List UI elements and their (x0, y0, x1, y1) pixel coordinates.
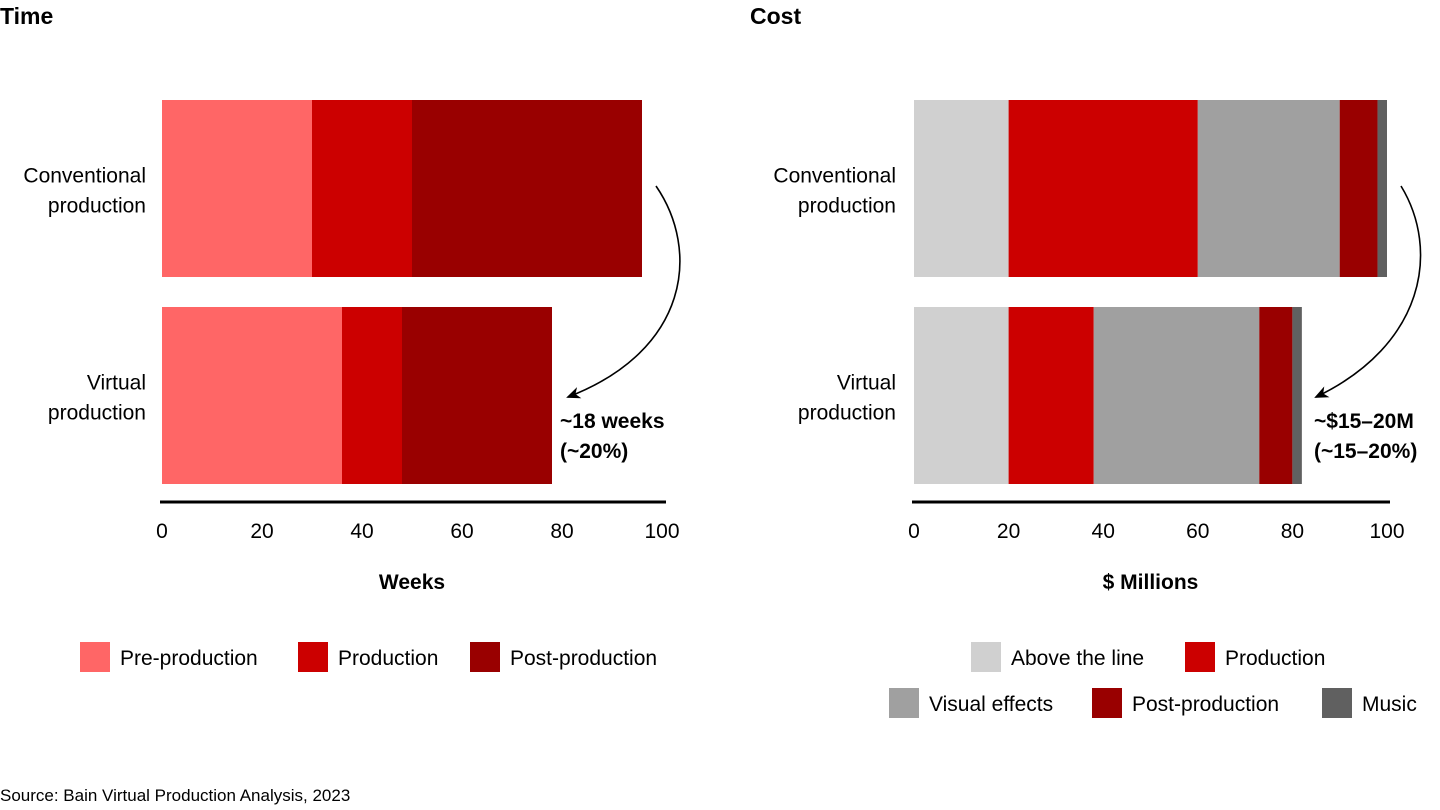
legend-label: Visual effects (929, 693, 1053, 716)
category-label: production (48, 195, 146, 218)
savings-annotation: ~$15–20M (1314, 410, 1414, 433)
legend-label: Post-production (510, 647, 657, 670)
x-tick-label: 60 (1186, 520, 1209, 543)
x-axis-title: Weeks (379, 571, 445, 594)
legend-label: Above the line (1011, 647, 1144, 670)
bar-segment-music (1292, 307, 1302, 484)
source-note: Source: Bain Virtual Production Analysis… (0, 786, 351, 805)
category-label: production (798, 195, 896, 218)
legend-swatch (1185, 642, 1215, 672)
category-label: production (48, 402, 146, 425)
x-tick-label: 80 (1281, 520, 1304, 543)
bar-segment-pre-production (162, 100, 312, 277)
legend-swatch (889, 688, 919, 718)
category-label: Conventional (23, 165, 146, 188)
savings-arrow (1314, 185, 1422, 398)
category-label: Virtual (87, 372, 146, 395)
x-tick-label: 80 (550, 520, 573, 543)
bar-segment-visual-effects (1197, 100, 1340, 277)
chart-title: Time (0, 3, 53, 29)
x-tick-label: 100 (1369, 520, 1404, 543)
x-tick-label: 20 (997, 520, 1020, 543)
x-tick-label: 0 (908, 520, 920, 543)
legend-swatch (80, 642, 110, 672)
x-tick-label: 60 (450, 520, 473, 543)
bar-segment-production (312, 100, 412, 277)
legend-swatch (1322, 688, 1352, 718)
legend-label: Music (1362, 693, 1417, 716)
x-tick-label: 40 (1092, 520, 1115, 543)
legend-label: Production (1225, 647, 1325, 670)
bar-segment-above-the-line (914, 100, 1009, 277)
chart-title: Cost (750, 3, 801, 29)
bar-segment-visual-effects (1093, 307, 1260, 484)
category-label: Virtual (837, 372, 896, 395)
x-tick-label: 100 (644, 520, 679, 543)
category-label: production (798, 402, 896, 425)
legend-swatch (971, 642, 1001, 672)
bar-segment-music (1377, 100, 1387, 277)
legend-label: Pre-production (120, 647, 258, 670)
savings-annotation: ~18 weeks (560, 410, 665, 433)
x-tick-label: 0 (156, 520, 168, 543)
legend-label: Post-production (1132, 693, 1279, 716)
category-label: Conventional (773, 165, 896, 188)
x-axis-title: $ Millions (1103, 571, 1199, 594)
savings-annotation: (~20%) (560, 440, 628, 463)
bar-segment-post-production (1259, 307, 1293, 484)
legend-swatch (470, 642, 500, 672)
x-tick-label: 20 (250, 520, 273, 543)
bar-segment-production (342, 307, 402, 484)
bar-segment-post-production (402, 307, 552, 484)
bar-segment-post-production (412, 100, 642, 277)
legend-swatch (298, 642, 328, 672)
legend-swatch (1092, 688, 1122, 718)
bar-segment-production (1008, 100, 1198, 277)
savings-arrow (566, 185, 681, 399)
legend-label: Production (338, 647, 438, 670)
savings-annotation: (~15–20%) (1314, 440, 1417, 463)
bar-segment-above-the-line (914, 307, 1009, 484)
x-tick-label: 40 (350, 520, 373, 543)
bar-segment-production (1008, 307, 1094, 484)
bar-segment-pre-production (162, 307, 342, 484)
bar-segment-post-production (1339, 100, 1378, 277)
